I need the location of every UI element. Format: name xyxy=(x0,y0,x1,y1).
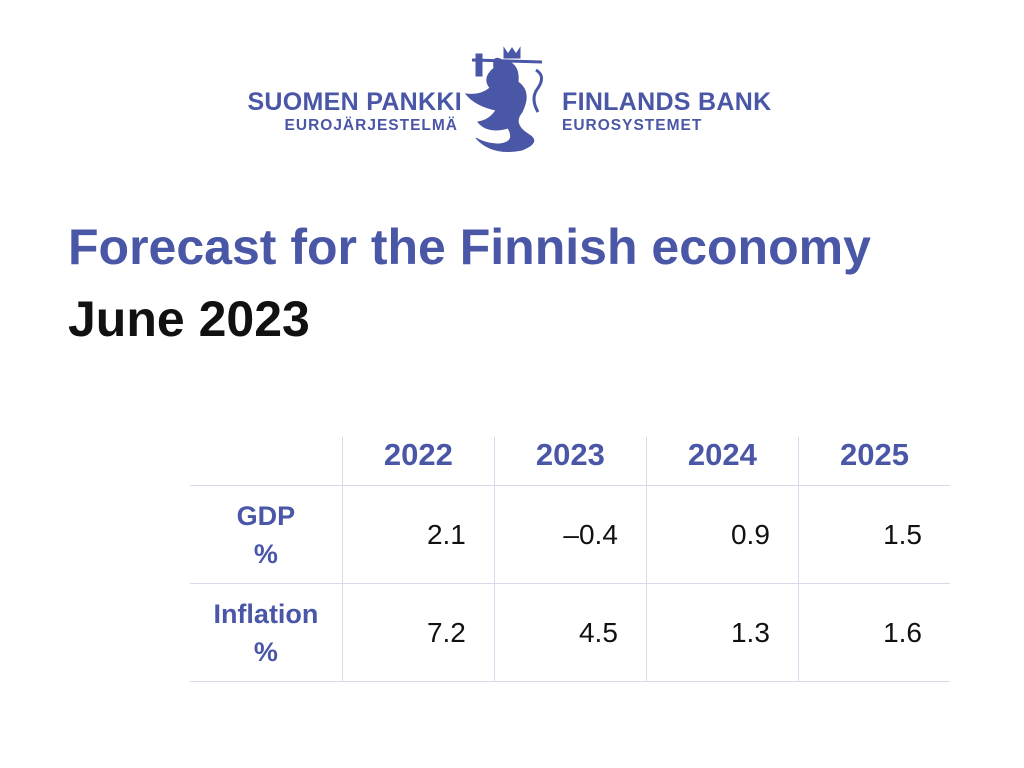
table-cell: 2.1 xyxy=(341,485,495,584)
table-cell: 7.2 xyxy=(341,583,495,682)
logo-name-fi: SUOMEN PANKKI xyxy=(247,88,462,116)
row-label: Inflation% xyxy=(190,583,343,682)
page-subtitle: June 2023 xyxy=(68,291,310,347)
logo-finnish-name: SUOMEN PANKKI EUROJÄRJESTELMÄ xyxy=(247,88,462,136)
logo-name-sv: FINLANDS BANK xyxy=(562,88,772,116)
row-unit: % xyxy=(253,538,278,569)
row-unit: % xyxy=(253,636,278,667)
empty-header-cell xyxy=(190,437,342,486)
table-cell: –0.4 xyxy=(493,485,647,584)
table-row-inflation: Inflation% 7.2 4.5 1.3 1.6 xyxy=(190,583,950,682)
logo-sub-sv: EUROSYSTEMET xyxy=(562,117,703,134)
header-row: 2022 2023 2024 2025 xyxy=(190,437,950,486)
column-header: 2023 xyxy=(493,437,647,486)
column-header: 2024 xyxy=(645,437,799,486)
table-row-gdp: GDP% 2.1 –0.4 0.9 1.5 xyxy=(190,485,950,584)
page-title: Forecast for the Finnish economy xyxy=(68,219,871,275)
table-cell: 1.3 xyxy=(645,583,799,682)
forecast-table: 2022 2023 2024 2025 GDP% 2.1 –0.4 0.9 1.… xyxy=(190,437,950,682)
row-label-text: Inflation xyxy=(213,598,319,629)
table-cell: 0.9 xyxy=(645,485,799,584)
lion-emblem-icon xyxy=(464,46,543,152)
column-header: 2022 xyxy=(341,437,495,486)
table-cell: 4.5 xyxy=(493,583,647,682)
row-label: GDP% xyxy=(190,485,343,584)
row-label-text: GDP xyxy=(236,500,296,531)
logo-sub-fi: EUROJÄRJESTELMÄ xyxy=(284,117,458,134)
bank-logo: SUOMEN PANKKI EUROJÄRJESTELMÄ FINLANDS B… xyxy=(0,44,1024,160)
logo-swedish-name: FINLANDS BANK EUROSYSTEMET xyxy=(562,88,771,136)
table-cell: 1.6 xyxy=(797,583,950,682)
table-cell: 1.5 xyxy=(797,485,950,584)
column-header: 2025 xyxy=(797,437,950,486)
